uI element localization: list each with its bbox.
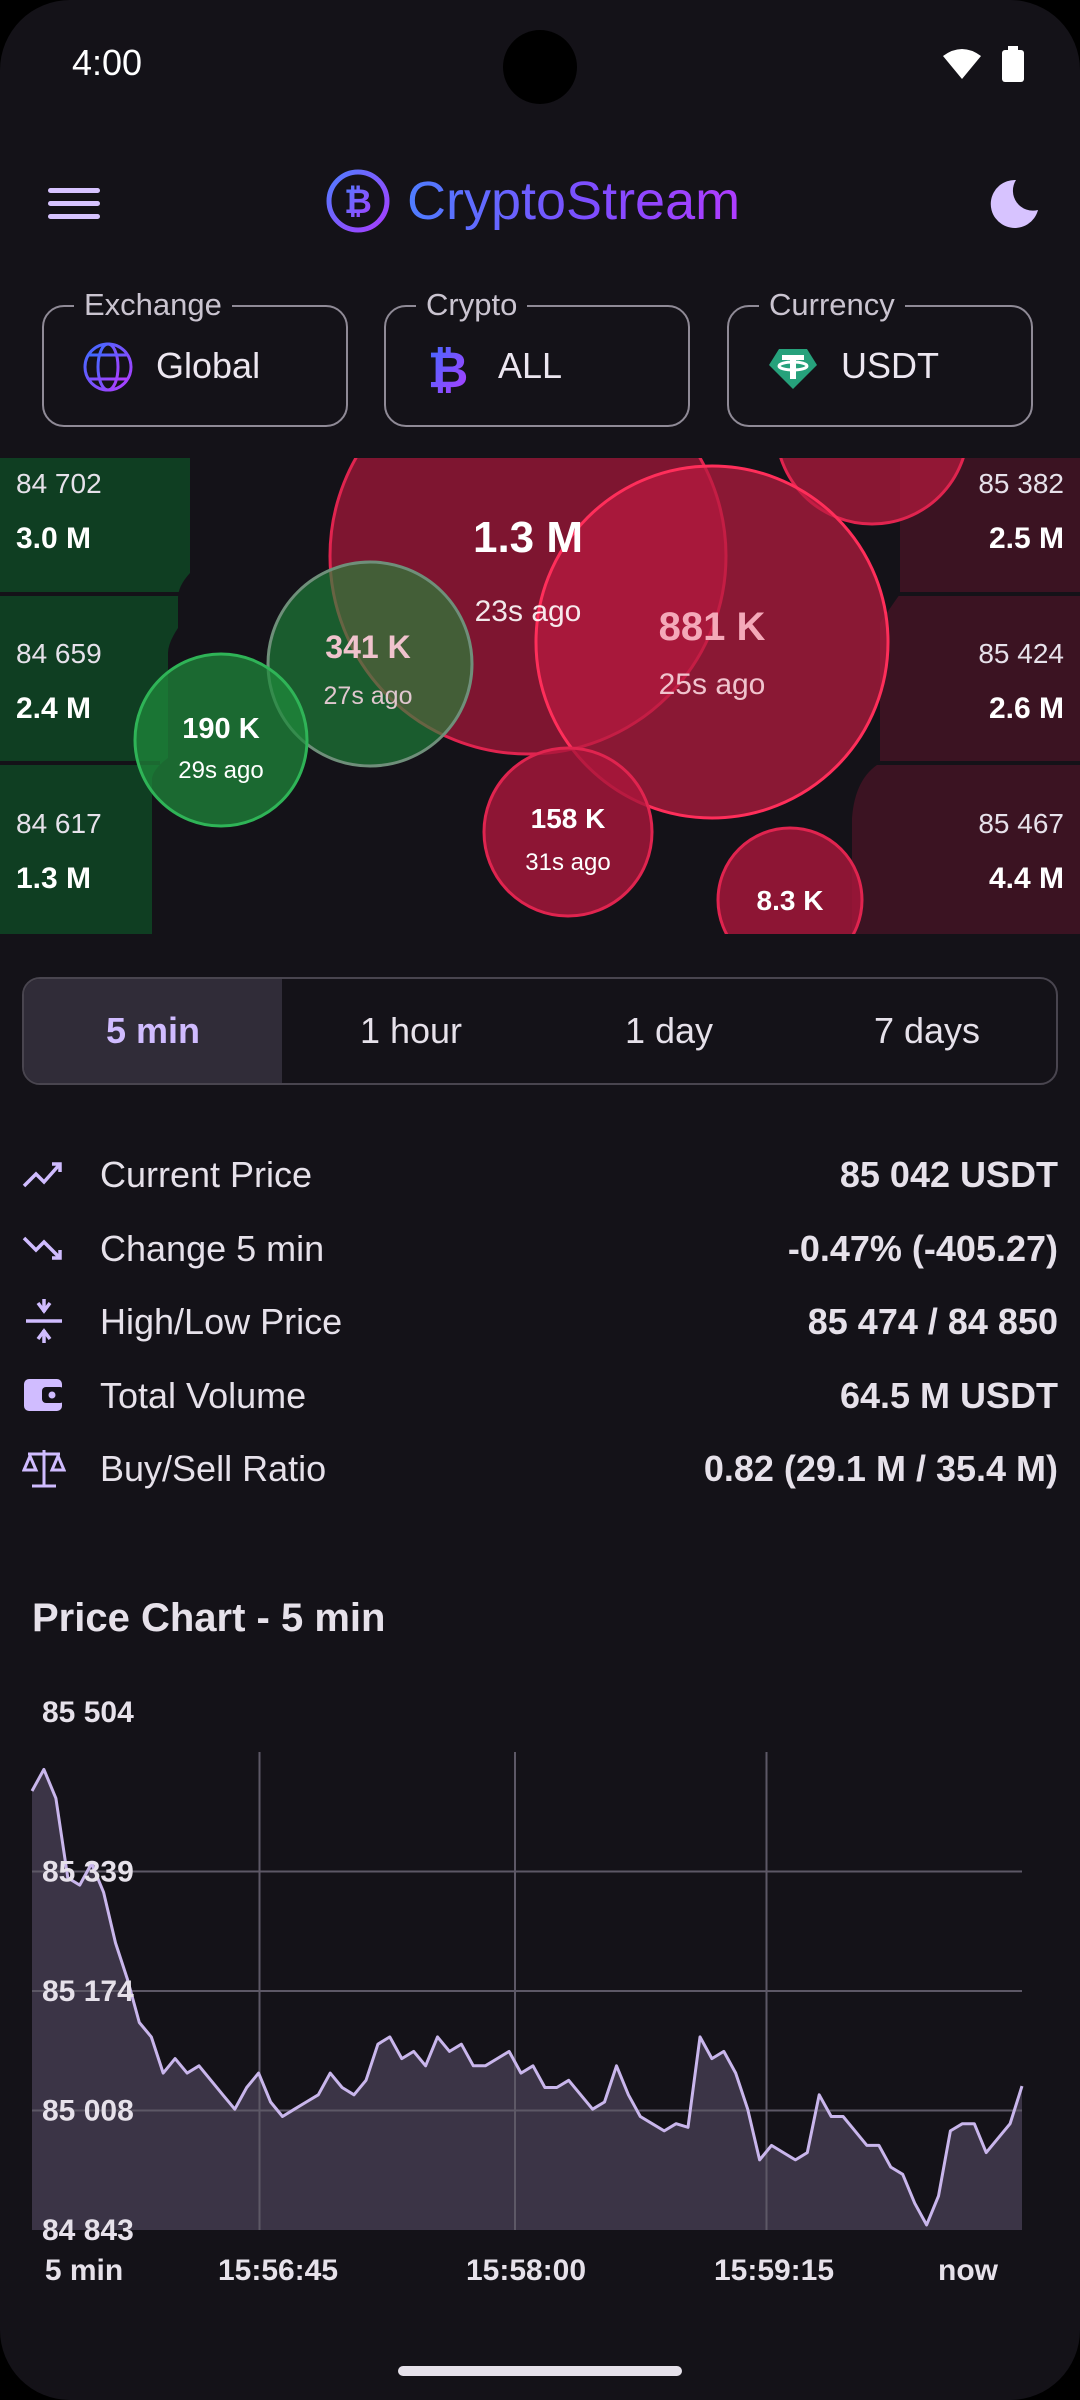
currency-value: USDT	[841, 345, 939, 386]
svg-text:₿: ₿	[344, 182, 372, 222]
y-tick-label: 84 843	[42, 2214, 134, 2247]
y-tick-label: 85 008	[42, 2095, 134, 2128]
crypto-value: ALL	[498, 345, 563, 386]
trade-bubble	[482, 746, 654, 918]
market-stats: Current Price 85 042 USDT Change 5 min -…	[22, 1142, 1058, 1510]
x-tick-label: 15:56:45	[218, 2254, 338, 2287]
stat-label: Current Price	[100, 1154, 313, 1195]
bid-volume: 2.4 M	[16, 692, 92, 725]
trade-amount: 158 K	[531, 803, 606, 834]
trade-amount: 881 K	[659, 605, 766, 649]
app-brand: ₿ CryptoStream	[325, 168, 740, 234]
currency-label: Currency	[759, 287, 905, 323]
range-7-days[interactable]: 7 days	[873, 1010, 981, 1051]
tether-icon	[769, 349, 817, 389]
bitcoin-logo-icon: ₿	[326, 169, 390, 233]
trade-bubble	[266, 560, 474, 768]
bid-price: 84 659	[16, 638, 102, 669]
bitcoin-icon: ₿	[428, 341, 469, 393]
x-tick-label: 15:58:00	[466, 2254, 586, 2287]
battery-icon	[1002, 46, 1024, 82]
range-5-min[interactable]: 5 min	[24, 979, 282, 1083]
trade-bubble	[716, 826, 864, 934]
ask-volume: 2.5 M	[988, 522, 1064, 555]
bid-price: 84 617	[16, 808, 102, 839]
exchange-dropdown[interactable]: Exchange Global	[42, 287, 348, 427]
trade-amount: 1.3 M	[473, 513, 583, 562]
stat-value: -0.47% (-405.27)	[787, 1227, 1058, 1269]
wifi-icon	[943, 49, 981, 79]
ask-volume: 2.6 M	[988, 692, 1064, 725]
stat-value: 85 474 / 84 850	[807, 1301, 1058, 1342]
stat-value: 0.82 (29.1 M / 35.4 M)	[703, 1448, 1058, 1489]
status-icons	[942, 46, 1024, 82]
exchange-label: Exchange	[74, 287, 232, 323]
crypto-dropdown[interactable]: Crypto ₿ ALL	[384, 287, 690, 427]
home-indicator[interactable]	[398, 2366, 682, 2376]
x-tick-label: 5 min	[45, 2254, 123, 2287]
status-time: 4:00	[72, 42, 143, 83]
dark-mode-icon[interactable]	[986, 176, 1042, 232]
trade-amount: 341 K	[325, 629, 410, 665]
stat-buy-sell-ratio: Buy/Sell Ratio 0.82 (29.1 M / 35.4 M)	[22, 1436, 1058, 1510]
app-title: CryptoStream	[407, 171, 741, 231]
range-1-day[interactable]: 1 day	[624, 1010, 714, 1051]
y-tick-label: 85 174	[42, 1975, 134, 2008]
time-range-selector: 5 min 1 hour 1 day 7 days	[22, 977, 1058, 1085]
globe-icon	[83, 342, 133, 392]
stat-label: Change 5 min	[100, 1227, 325, 1269]
stat-total-volume: Total Volume 64.5 M USDT	[22, 1363, 1058, 1437]
stat-high-low: High/Low Price 85 474 / 84 850	[22, 1289, 1058, 1363]
svg-text:₿: ₿	[428, 341, 469, 393]
x-tick-label: 15:59:15	[714, 2254, 834, 2287]
trade-amount: 8.3 K	[757, 885, 824, 916]
trade-time: 29s ago	[178, 757, 263, 784]
y-tick-label: 85 504	[42, 1696, 134, 1729]
currency-dropdown[interactable]: Currency USDT	[727, 287, 1033, 427]
compress-icon	[26, 1299, 62, 1343]
trade-time: 31s ago	[525, 849, 610, 876]
price-area	[32, 1769, 1022, 2230]
trade-time: 27s ago	[324, 682, 413, 710]
stat-change: Change 5 min -0.47% (-405.27)	[22, 1216, 1058, 1290]
price-chart: 85 504 85 339 85 174 85 008 84 843 5 min 15:56…	[30, 1696, 1024, 2287]
exchange-value: Global	[156, 345, 261, 386]
ask-price: 85 382	[978, 468, 1064, 499]
camera-cutout	[503, 30, 577, 104]
balance-scale-icon	[22, 1450, 66, 1488]
wallet-icon	[24, 1378, 64, 1411]
trade-amount: 190 K	[182, 713, 259, 745]
trending-down-icon	[22, 1236, 62, 1260]
trade-bubble	[133, 652, 309, 828]
stat-label: Buy/Sell Ratio	[100, 1448, 327, 1489]
chart-title: Price Chart - 5 min	[32, 1596, 386, 1640]
stat-label: Total Volume	[100, 1374, 307, 1416]
stat-current-price: Current Price 85 042 USDT	[22, 1142, 1058, 1216]
trade-bubble	[534, 464, 890, 820]
bid-depth-bar	[0, 458, 190, 934]
range-1-hour[interactable]: 1 hour	[359, 1010, 463, 1051]
trending-up-icon	[22, 1162, 62, 1188]
bid-volume: 1.3 M	[16, 862, 92, 895]
y-tick-label: 85 339	[42, 1856, 134, 1889]
bid-price: 84 702	[16, 468, 102, 499]
trade-time: 23s ago	[475, 595, 582, 628]
stat-value: 85 042 USDT	[839, 1154, 1058, 1195]
price-line	[30, 1767, 1024, 2227]
ask-volume: 4.4 M	[988, 862, 1064, 895]
orderbook-panel: 1.3 M 23s ago 881 K 25s ago 341 K 27s ag…	[0, 458, 1080, 934]
bid-volume: 3.0 M	[16, 522, 92, 555]
crypto-label: Crypto	[416, 287, 528, 323]
stat-label: High/Low Price	[100, 1301, 343, 1342]
menu-icon[interactable]	[44, 180, 104, 228]
ask-price: 85 424	[978, 638, 1064, 669]
x-tick-label: now	[938, 2254, 999, 2287]
ask-price: 85 467	[978, 808, 1064, 839]
orderbook-depth: 1.3 M 23s ago 881 K 25s ago 341 K 27s ag…	[0, 458, 1080, 934]
trade-time: 25s ago	[659, 668, 766, 701]
stat-value: 64.5 M USDT	[839, 1374, 1058, 1416]
